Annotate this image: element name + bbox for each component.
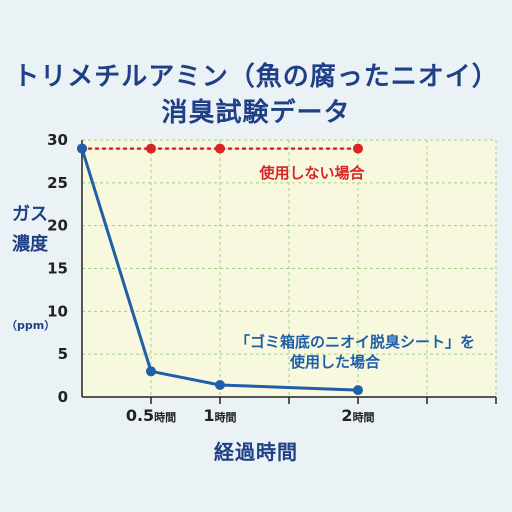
y-tick-label: 10	[47, 302, 68, 320]
y-tick-label: 5	[58, 345, 68, 363]
y-axis-label: ガス濃度	[12, 204, 48, 255]
y-tick-label: 30	[47, 131, 68, 149]
treated-series-label: 「ゴミ箱底のニオイ脱臭シート」を	[235, 333, 475, 351]
untreated-data-point	[353, 143, 363, 154]
y-tick-label: 15	[47, 260, 68, 278]
treated-series-label: 使用した場合	[289, 353, 381, 371]
x-tick-label: 2時間	[341, 406, 374, 425]
x-tick-label: 1時間	[203, 406, 236, 425]
x-tick-label: 0.5時間	[126, 406, 176, 425]
chart-title-line2: 消臭試験データ	[161, 98, 351, 128]
y-tick-label: 25	[47, 174, 68, 192]
axes	[81, 140, 497, 404]
treated-data-point	[146, 366, 156, 377]
y-tick-label: 0	[58, 388, 68, 406]
y-axis-unit: （ppm）	[6, 319, 56, 332]
untreated-series-label: 使用しない場合	[258, 164, 365, 182]
x-axis-label: 経過時間	[214, 440, 298, 464]
treated-data-point	[77, 143, 87, 154]
grid-lines	[82, 139, 497, 397]
y-tick-label: 20	[47, 217, 68, 235]
untreated-data-point	[215, 143, 225, 154]
treated-series-line	[80, 148, 359, 392]
tick-labels: 0 5 10 15 20 25 30 0.5時間 1時間 2時間	[47, 131, 374, 425]
treated-data-point	[353, 385, 363, 396]
chart-title-line1: トリメチルアミン（魚の腐ったニオイ）	[13, 62, 499, 92]
treated-data-point	[215, 380, 225, 391]
series	[77, 143, 363, 396]
untreated-data-point	[146, 143, 156, 154]
